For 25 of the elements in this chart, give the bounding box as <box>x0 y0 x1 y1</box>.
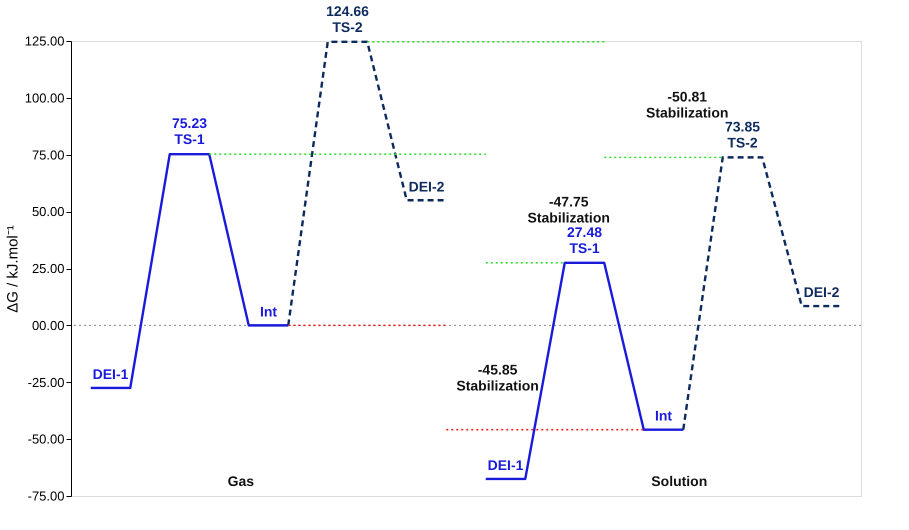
y-tick-label: 125.00 <box>24 34 64 48</box>
annotation: -50.81 Stabilization <box>646 88 728 121</box>
annotation: Gas <box>228 473 254 490</box>
data-label: 75.23 TS-1 <box>172 115 208 148</box>
annotation: -47.75 Stabilization <box>527 193 610 226</box>
annotation: Solution <box>651 473 708 490</box>
data-label: DEI-1 <box>488 456 524 473</box>
y-axis-title: ΔG / kJ.mol⁻¹ <box>4 225 22 313</box>
y-tick-label: 00.00 <box>32 318 64 333</box>
data-label: 27.48 TS-1 <box>566 224 602 256</box>
data-label: DEI-1 <box>92 366 129 382</box>
data-label: DEI-2 <box>804 284 840 300</box>
annotation: -45.85 Stabilization <box>456 362 539 394</box>
y-tick-label: -50.00 <box>28 432 64 447</box>
y-tick-label: 75.00 <box>32 147 64 162</box>
data-label: 124.66 TS-2 <box>326 2 370 35</box>
data-label: 73.85 TS-2 <box>724 118 760 150</box>
y-tick-label: 100.00 <box>24 90 64 106</box>
data-label: Int <box>260 303 278 320</box>
y-tick-label: 50.00 <box>32 204 64 220</box>
data-label: Int <box>654 408 672 424</box>
data-label: DEI-2 <box>408 178 445 194</box>
y-tick-label: -75.00 <box>28 488 64 504</box>
y-tick-label: 25.00 <box>32 261 64 276</box>
y-tick-label: -25.00 <box>28 374 64 390</box>
